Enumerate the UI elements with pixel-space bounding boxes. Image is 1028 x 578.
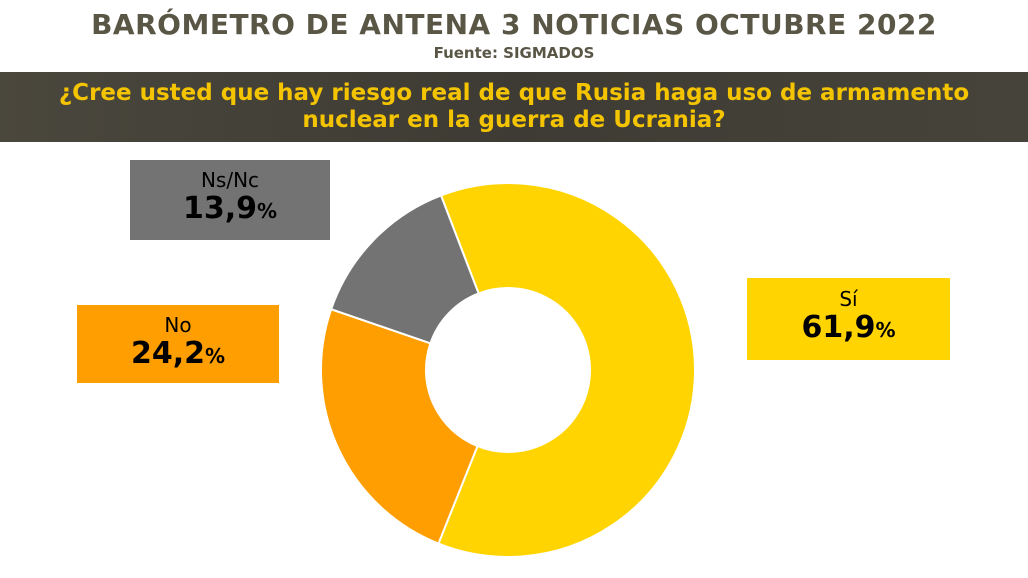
question-band: ¿Cree usted que hay riesgo real de que R… bbox=[0, 72, 1028, 142]
label-nsnc-unit: % bbox=[256, 199, 278, 223]
label-no-value: 24,2% bbox=[77, 337, 279, 373]
label-no-name: No bbox=[164, 313, 192, 337]
label-si-value: 61,9% bbox=[747, 311, 950, 347]
header-title: BARÓMETRO DE ANTENA 3 NOTICIAS OCTUBRE 2… bbox=[91, 8, 937, 41]
label-box-no: No 24,2% bbox=[77, 305, 279, 383]
label-si-unit: % bbox=[875, 318, 896, 342]
label-nsnc-name: Ns/Nc bbox=[200, 168, 260, 192]
question-line-2: nuclear en la guerra de Ucrania? bbox=[302, 107, 726, 133]
label-nsnc-number: 13,9 bbox=[182, 191, 257, 226]
label-no-unit: % bbox=[204, 344, 226, 368]
label-box-si: Sí 61,9% bbox=[747, 278, 950, 360]
slice-nsnc bbox=[329, 194, 480, 345]
question-line-1: ¿Cree usted que hay riesgo real de que R… bbox=[58, 80, 970, 106]
slice-si bbox=[437, 182, 696, 558]
label-si-number: 61,9 bbox=[801, 310, 876, 345]
label-nsnc-value: 13,9% bbox=[130, 192, 330, 228]
label-si-name: Sí bbox=[839, 287, 858, 311]
slice-no bbox=[320, 307, 479, 545]
label-box-nsnc: Ns/Nc 13,9% bbox=[130, 160, 330, 240]
question-text: ¿Cree usted que hay riesgo real de que R… bbox=[0, 80, 1028, 134]
label-no-number: 24,2 bbox=[130, 336, 205, 371]
header-source: Fuente: SIGMADOS bbox=[433, 44, 595, 62]
